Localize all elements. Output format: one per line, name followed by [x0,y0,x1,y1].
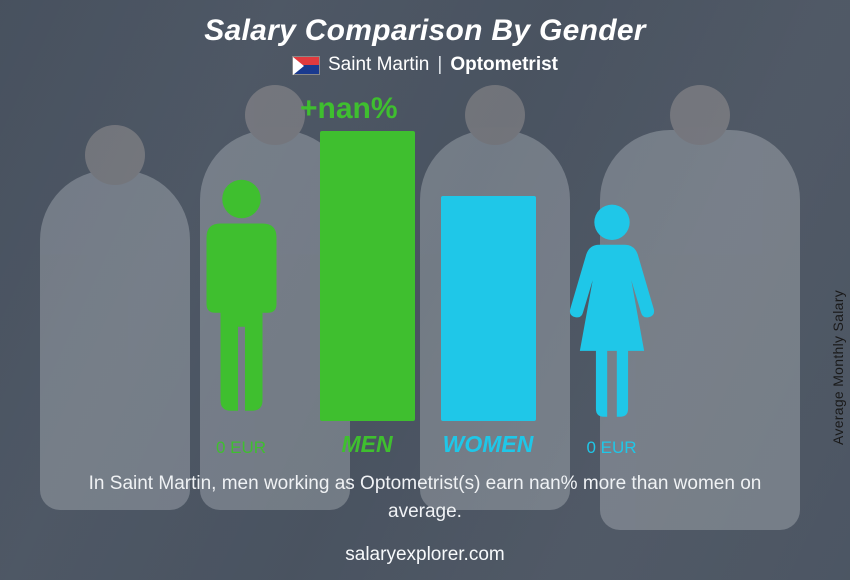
male-figure-column: 0 EUR [189,173,294,458]
male-value: 0 EUR [216,438,266,458]
female-bar-column: WOMEN [441,196,536,458]
caption-text: In Saint Martin, men working as Optometr… [0,470,850,525]
male-label: MEN [341,431,392,458]
male-bar-column: MEN [320,131,415,458]
comparison-chart: +nan% 0 EUR MEN WOMEN 0 EUR [75,98,775,458]
female-bar [441,196,536,421]
country-name: Saint Martin [328,54,429,76]
delta-percentage: +nan% [300,92,398,126]
female-value: 0 EUR [586,438,636,458]
job-title: Optometrist [450,54,558,76]
separator: | [437,54,442,76]
female-person-icon [562,203,662,428]
male-bar [320,131,415,421]
male-person-icon [189,173,294,428]
page-title: Salary Comparison By Gender [0,0,850,48]
source-url: salaryexplorer.com [0,544,850,566]
y-axis-label: Average Monthly Salary [830,290,846,445]
subtitle-row: Saint Martin | Optometrist [0,54,850,76]
female-label: WOMEN [443,431,534,458]
female-figure-column: 0 EUR [562,203,662,458]
flag-icon [292,56,320,75]
